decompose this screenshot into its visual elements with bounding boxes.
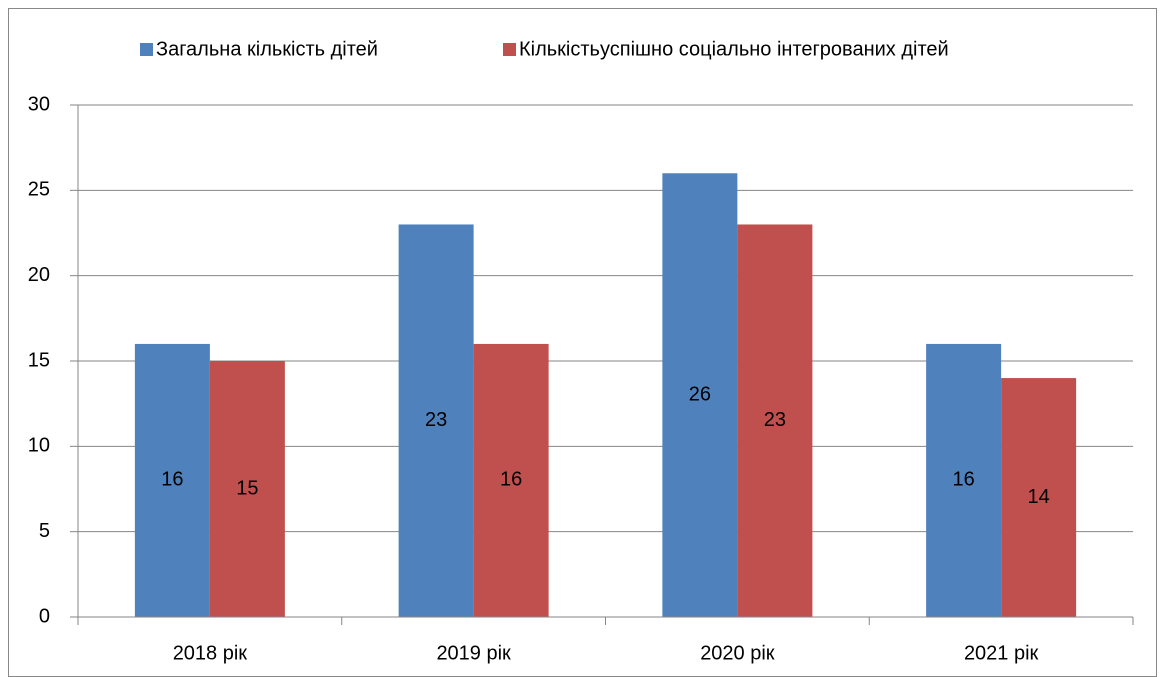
x-tick-label: 2020 рік <box>700 642 775 664</box>
data-label: 16 <box>500 469 522 491</box>
x-tick-label: 2021 рік <box>964 642 1039 664</box>
bar <box>209 361 285 617</box>
bar <box>134 343 210 617</box>
y-tick-label: 10 <box>28 435 50 457</box>
y-tick-label: 25 <box>28 179 50 201</box>
y-tick-label: 30 <box>28 93 50 115</box>
bar <box>737 224 813 617</box>
data-label: 16 <box>161 469 183 491</box>
legend-swatch <box>140 43 153 56</box>
bar <box>662 173 738 617</box>
x-tick-label: 2019 рік <box>436 642 511 664</box>
data-label: 26 <box>689 383 711 405</box>
data-label: 14 <box>1028 486 1050 508</box>
bar <box>1001 378 1077 617</box>
legend-label: Кількістьуспішно соціально інтегрованих … <box>519 38 949 60</box>
y-tick-label: 0 <box>39 605 50 627</box>
y-tick-label: 5 <box>39 520 50 542</box>
data-label: 23 <box>425 409 447 431</box>
bar <box>473 343 549 617</box>
y-tick-label: 20 <box>28 264 50 286</box>
data-label: 15 <box>236 477 258 499</box>
legend-swatch <box>503 43 516 56</box>
x-tick-label: 2018 рік <box>173 642 248 664</box>
data-label: 16 <box>953 469 975 491</box>
data-label: 23 <box>764 409 786 431</box>
y-tick-label: 15 <box>28 349 50 371</box>
bar <box>398 224 474 617</box>
legend-label: Загальна кількість дітей <box>156 38 378 60</box>
bar <box>926 343 1002 617</box>
